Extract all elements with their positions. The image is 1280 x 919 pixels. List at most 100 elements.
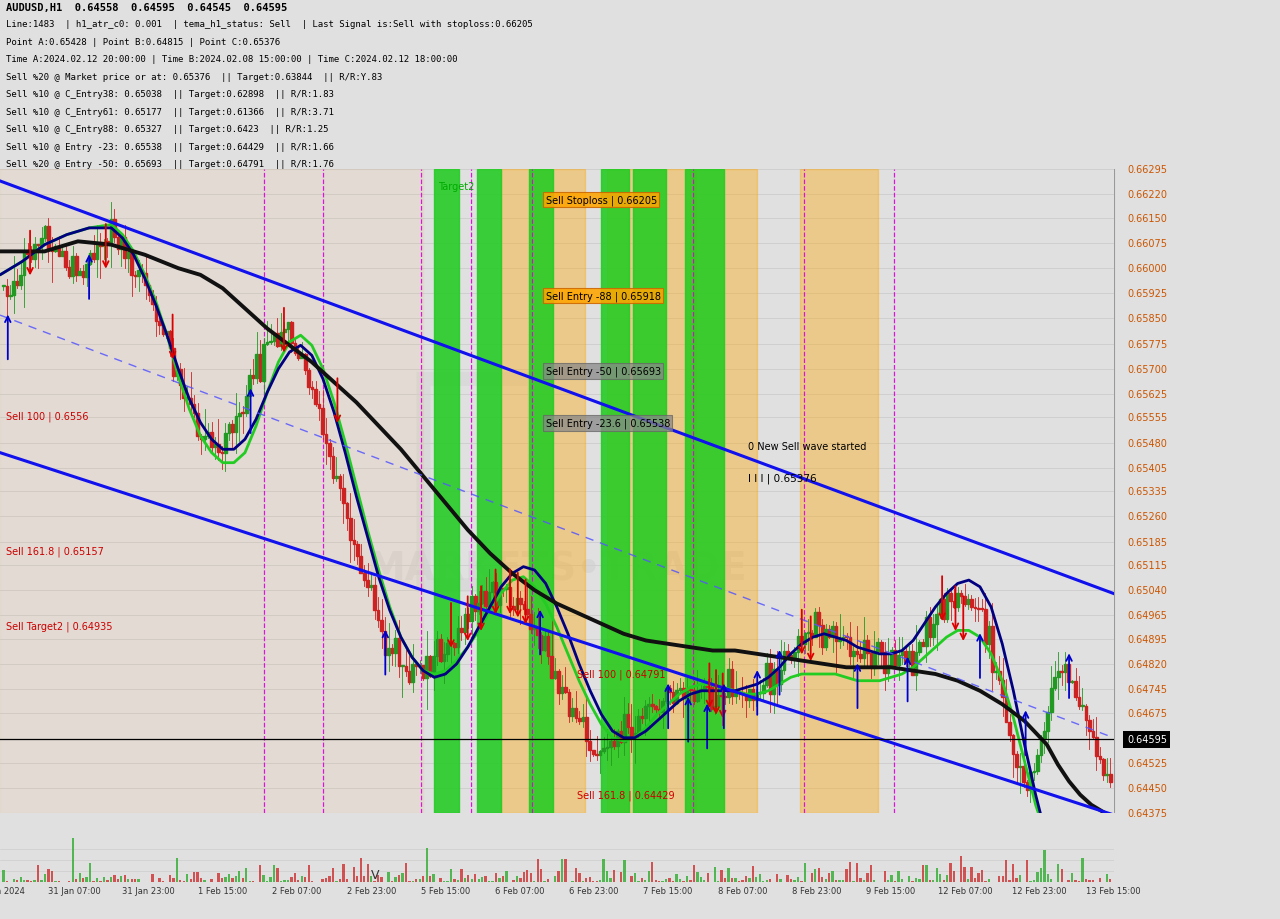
- Bar: [283, 879, 285, 882]
- Bar: [838, 639, 841, 641]
- Bar: [453, 879, 456, 882]
- Bar: [502, 588, 504, 589]
- Bar: [269, 341, 271, 343]
- Bar: [484, 592, 486, 607]
- Bar: [696, 872, 699, 882]
- Bar: [76, 257, 78, 276]
- Bar: [72, 257, 74, 277]
- Bar: [1047, 874, 1050, 882]
- Bar: [932, 624, 934, 638]
- Bar: [159, 878, 161, 882]
- Bar: [796, 878, 799, 882]
- Text: 31 Jan 23:00: 31 Jan 23:00: [122, 886, 175, 895]
- Bar: [1096, 738, 1098, 756]
- Bar: [179, 879, 182, 882]
- Bar: [376, 875, 379, 882]
- Bar: [664, 688, 667, 701]
- Bar: [262, 345, 265, 381]
- Bar: [540, 635, 543, 651]
- Bar: [640, 879, 643, 882]
- Bar: [124, 876, 125, 882]
- Bar: [380, 877, 383, 882]
- Bar: [37, 866, 40, 882]
- Bar: [686, 876, 689, 882]
- Bar: [17, 880, 18, 882]
- Bar: [599, 751, 602, 755]
- Bar: [332, 457, 334, 478]
- Bar: [218, 874, 220, 882]
- Bar: [13, 282, 15, 296]
- Bar: [741, 692, 744, 693]
- Bar: [252, 376, 255, 379]
- Bar: [783, 652, 786, 670]
- Bar: [662, 881, 664, 882]
- Bar: [151, 296, 154, 304]
- Bar: [297, 879, 300, 882]
- Bar: [540, 868, 543, 882]
- Text: 0.65625: 0.65625: [1126, 390, 1167, 400]
- Text: 6 Feb 23:00: 6 Feb 23:00: [570, 886, 618, 895]
- Text: Sell Entry -23.6 | 0.65538: Sell Entry -23.6 | 0.65538: [545, 418, 669, 429]
- Bar: [498, 878, 500, 882]
- Bar: [751, 689, 754, 700]
- Bar: [512, 607, 515, 609]
- Bar: [214, 445, 216, 447]
- Bar: [276, 334, 279, 347]
- Bar: [315, 390, 317, 404]
- Bar: [5, 881, 8, 882]
- Bar: [682, 881, 685, 882]
- Text: 12 Feb 23:00: 12 Feb 23:00: [1012, 886, 1066, 895]
- Bar: [210, 879, 212, 882]
- Bar: [814, 613, 817, 637]
- Bar: [474, 874, 476, 882]
- Bar: [856, 863, 858, 882]
- Bar: [356, 545, 358, 557]
- Bar: [828, 630, 831, 638]
- Bar: [652, 705, 654, 706]
- Bar: [463, 878, 466, 882]
- Bar: [123, 237, 127, 259]
- Bar: [887, 665, 890, 674]
- Text: 0.65040: 0.65040: [1126, 585, 1167, 596]
- Bar: [942, 879, 945, 882]
- Bar: [110, 877, 113, 882]
- Bar: [44, 874, 46, 882]
- Bar: [1084, 706, 1087, 720]
- Bar: [197, 872, 198, 882]
- Bar: [554, 671, 557, 678]
- Bar: [457, 628, 460, 647]
- Bar: [835, 880, 837, 882]
- Bar: [557, 871, 559, 882]
- Bar: [662, 701, 664, 712]
- Bar: [891, 875, 893, 882]
- Text: 0.64745: 0.64745: [1126, 685, 1167, 695]
- Bar: [1043, 850, 1046, 882]
- Bar: [532, 629, 535, 630]
- Bar: [970, 868, 973, 882]
- Bar: [364, 573, 366, 580]
- Bar: [800, 636, 803, 644]
- Bar: [526, 870, 529, 882]
- Bar: [78, 873, 81, 882]
- Bar: [220, 879, 223, 882]
- Bar: [193, 404, 196, 414]
- Bar: [303, 355, 306, 370]
- Bar: [58, 881, 60, 882]
- Bar: [463, 614, 466, 632]
- Bar: [408, 671, 411, 683]
- Bar: [810, 874, 813, 882]
- Bar: [922, 865, 924, 882]
- Bar: [429, 876, 431, 882]
- Bar: [595, 754, 598, 755]
- Bar: [88, 863, 91, 882]
- Text: 0.65480: 0.65480: [1126, 438, 1167, 448]
- Bar: [40, 239, 42, 246]
- Bar: [92, 254, 95, 260]
- Bar: [422, 665, 425, 678]
- Bar: [15, 282, 18, 286]
- Text: 1 Feb 15:00: 1 Feb 15:00: [198, 886, 247, 895]
- Bar: [1025, 782, 1028, 790]
- Bar: [82, 272, 84, 278]
- Bar: [481, 877, 484, 882]
- Bar: [547, 879, 549, 882]
